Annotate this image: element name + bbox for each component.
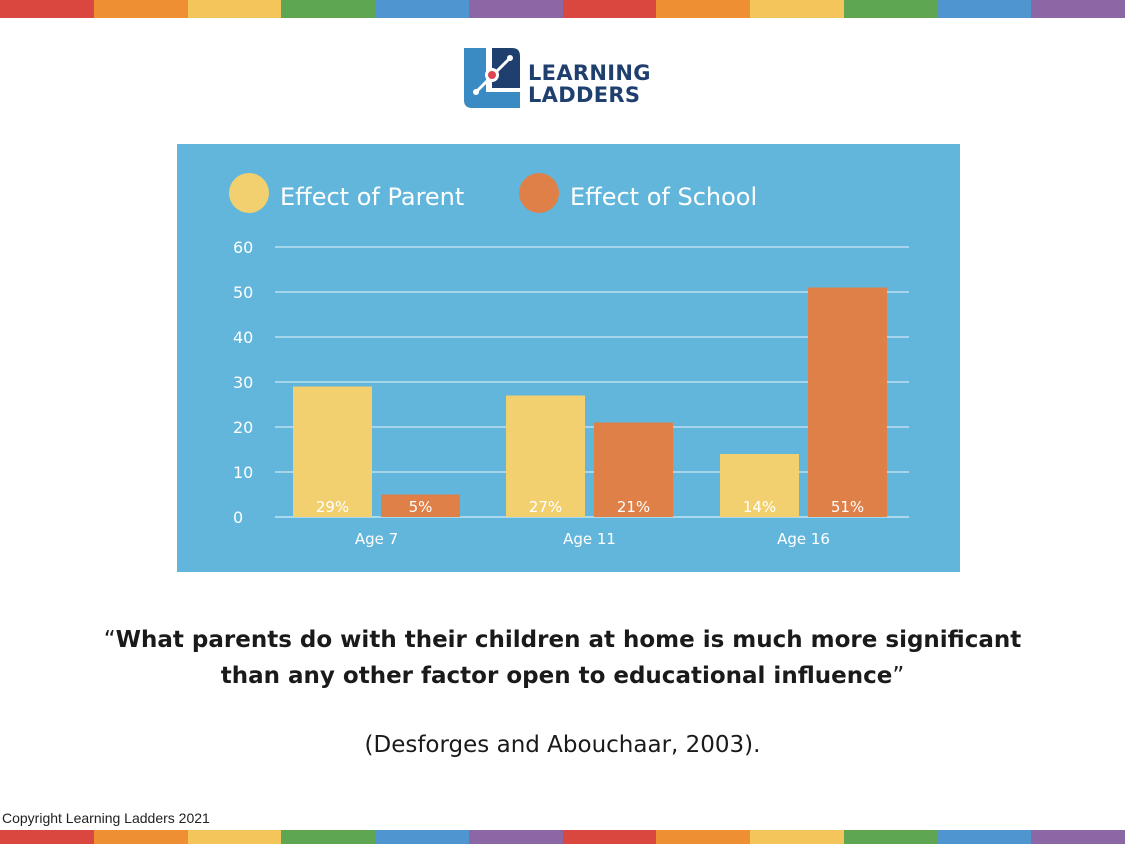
- bar: [381, 494, 460, 517]
- bar-chart: Effect of Parent Effect of School 0 10 20 30 4…: [229, 173, 909, 548]
- stripe-segment: [1031, 830, 1125, 844]
- stripe-segment: [750, 0, 844, 18]
- stripe-segment: [656, 830, 750, 844]
- quote-open-mark: “: [103, 627, 116, 653]
- bar-value-label: 21%: [617, 498, 650, 516]
- y-tick-label: 30: [233, 373, 253, 392]
- stripe-segment: [468, 830, 563, 844]
- bar: [720, 454, 799, 517]
- y-tick-label: 40: [233, 328, 253, 347]
- stripe-segment: [375, 0, 469, 18]
- top-color-stripe: [0, 0, 1125, 18]
- bar-chart-panel: Effect of Parent Effect of School 0 10 20 30 4…: [177, 144, 960, 572]
- bar: [808, 287, 887, 517]
- stripe-segment: [468, 0, 563, 18]
- stripe-segment: [843, 830, 938, 844]
- quote-text: “What parents do with their children at …: [100, 622, 1025, 694]
- logo-line-2: LADDERS: [528, 83, 641, 107]
- quote-body: What parents do with their children at h…: [115, 627, 1022, 689]
- y-tick-label: 60: [233, 238, 253, 257]
- stripe-segment: [187, 830, 282, 844]
- logo-wordmark: LEARNING LADDERS: [528, 62, 651, 106]
- stripe-segment: [375, 830, 469, 844]
- stripe-segment: [93, 830, 188, 844]
- stripe-segment: [187, 0, 282, 18]
- stripe-segment: [1031, 0, 1125, 18]
- stripe-segment: [281, 0, 375, 18]
- stripe-segment: [656, 0, 750, 18]
- bar-value-label: 14%: [743, 498, 776, 516]
- x-category-label: Age 7: [355, 530, 398, 548]
- bar: [506, 395, 585, 517]
- y-tick-label: 10: [233, 463, 253, 482]
- legend-label: Effect of Parent: [280, 183, 464, 211]
- bar-value-label: 51%: [831, 498, 864, 516]
- logo-line-1: LEARNING: [528, 61, 651, 85]
- bar-value-label: 5%: [409, 498, 433, 516]
- stripe-segment: [0, 830, 94, 844]
- y-tick-label: 50: [233, 283, 253, 302]
- stripe-segment: [562, 0, 657, 18]
- stripe-segment: [93, 0, 188, 18]
- ladder-logo-icon: [464, 48, 520, 108]
- learning-ladders-logo: LEARNING LADDERS: [462, 48, 672, 110]
- legend-swatch: [229, 173, 269, 213]
- legend-swatch: [519, 173, 559, 213]
- stripe-segment: [937, 0, 1032, 18]
- bar-value-label: 29%: [316, 498, 349, 516]
- stripe-segment: [281, 830, 375, 844]
- bar: [594, 422, 673, 517]
- bar: [293, 386, 372, 517]
- copyright-notice: Copyright Learning Ladders 2021: [2, 810, 210, 826]
- bottom-color-stripe: [0, 830, 1125, 844]
- y-tick-label: 20: [233, 418, 253, 437]
- x-category-label: Age 16: [777, 530, 830, 548]
- stripe-segment: [750, 830, 844, 844]
- stripe-segment: [562, 830, 657, 844]
- citation: (Desforges and Abouchaar, 2003).: [364, 732, 761, 758]
- legend-label: Effect of School: [570, 183, 757, 211]
- quote-close-mark: ”: [892, 663, 905, 689]
- stripe-segment: [0, 0, 94, 18]
- bar-value-label: 27%: [529, 498, 562, 516]
- stripe-segment: [843, 0, 938, 18]
- stripe-segment: [937, 830, 1032, 844]
- y-tick-label: 0: [233, 508, 243, 527]
- x-category-label: Age 11: [563, 530, 616, 548]
